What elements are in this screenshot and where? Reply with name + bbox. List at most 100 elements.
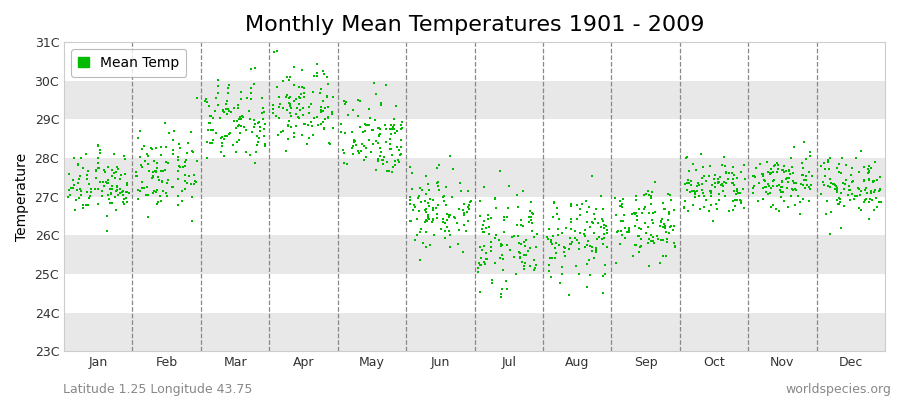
Point (689, 187, 704, 194)
Point (577, 230, 591, 237)
Point (639, 191, 653, 197)
Point (596, 240, 610, 247)
Point (281, 136, 295, 142)
Point (763, 170, 778, 176)
Point (737, 176, 751, 182)
Point (860, 190, 874, 196)
Point (230, 139, 244, 145)
Point (509, 192, 524, 198)
Point (120, 189, 134, 195)
Point (734, 169, 748, 175)
Point (239, 149, 254, 155)
Point (244, 85, 258, 91)
Point (562, 235, 577, 242)
Point (152, 177, 166, 183)
Point (712, 197, 726, 203)
Point (100, 228, 114, 234)
Point (112, 186, 127, 192)
Point (215, 134, 230, 140)
Point (99, 212, 113, 219)
Point (860, 196, 874, 202)
Point (615, 232, 629, 238)
Point (528, 265, 543, 272)
Point (749, 165, 763, 172)
Point (307, 73, 321, 79)
Point (696, 190, 710, 196)
Point (403, 196, 418, 203)
Point (362, 121, 376, 128)
Point (862, 175, 877, 182)
Point (114, 172, 129, 178)
Point (79, 189, 94, 195)
Point (622, 228, 636, 235)
Point (283, 94, 297, 100)
Point (543, 255, 557, 261)
Point (759, 189, 773, 196)
Point (357, 157, 372, 163)
Point (836, 202, 850, 209)
Point (827, 182, 842, 188)
Point (488, 235, 502, 242)
Point (206, 115, 220, 121)
Point (763, 185, 778, 192)
Point (383, 136, 398, 142)
Point (110, 183, 124, 189)
Point (517, 252, 531, 258)
Point (803, 153, 817, 159)
Point (231, 123, 246, 129)
Point (158, 166, 172, 173)
Point (431, 178, 446, 185)
Point (781, 167, 796, 173)
Point (613, 203, 627, 210)
Point (646, 234, 661, 240)
Point (632, 232, 646, 239)
Point (366, 141, 381, 148)
Point (217, 109, 231, 116)
Point (292, 115, 306, 121)
Point (185, 194, 200, 200)
Point (439, 202, 454, 208)
Point (314, 121, 328, 128)
Point (146, 174, 160, 180)
Point (346, 143, 360, 149)
Point (485, 280, 500, 286)
Point (685, 188, 699, 194)
Point (102, 196, 116, 202)
Point (338, 98, 353, 105)
Point (651, 236, 665, 243)
Point (548, 245, 562, 251)
Point (88, 174, 103, 181)
Point (404, 218, 419, 224)
Point (736, 205, 751, 212)
Point (71, 161, 86, 167)
Point (304, 101, 319, 108)
Point (704, 190, 718, 196)
Point (108, 194, 122, 200)
Point (793, 210, 807, 217)
Point (171, 154, 185, 160)
Title: Monthly Mean Temperatures 1901 - 2009: Monthly Mean Temperatures 1901 - 2009 (245, 15, 705, 35)
Point (140, 152, 155, 159)
Point (450, 219, 464, 226)
Point (426, 218, 440, 225)
Point (178, 178, 193, 184)
Point (253, 124, 267, 130)
Point (569, 263, 583, 270)
Point (551, 232, 565, 238)
Point (678, 198, 692, 204)
Point (173, 145, 187, 151)
Point (668, 243, 682, 250)
Point (824, 154, 838, 161)
Point (80, 172, 94, 178)
Point (280, 107, 294, 114)
Point (296, 121, 310, 127)
Point (272, 94, 286, 100)
Point (684, 182, 698, 189)
Point (786, 170, 800, 176)
Point (129, 169, 143, 175)
Point (528, 244, 543, 250)
Point (816, 182, 831, 188)
Point (841, 192, 855, 198)
Point (122, 190, 136, 196)
Point (725, 180, 740, 186)
